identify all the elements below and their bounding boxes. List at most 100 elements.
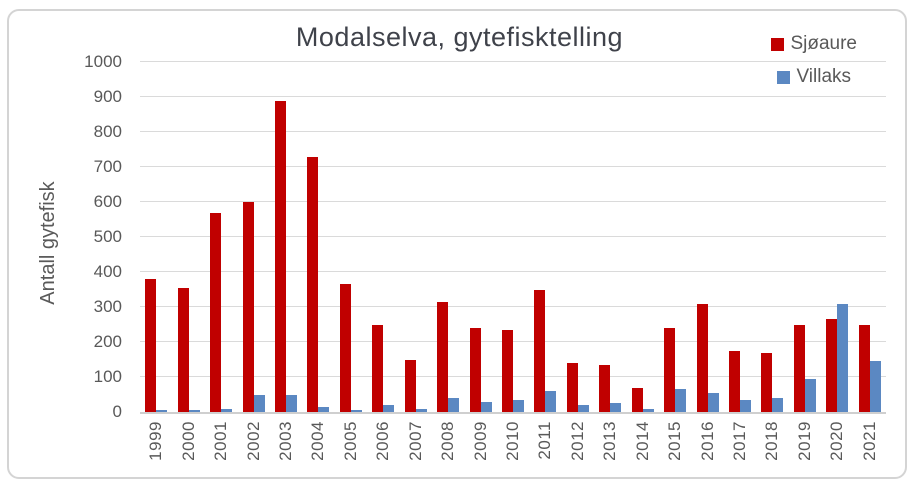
bar-group-2016: 2016: [691, 62, 723, 461]
x-tick-2008: 2008: [438, 421, 458, 461]
gridline-100: [140, 376, 886, 377]
bar-group-2006: 2006: [367, 62, 399, 461]
legend-item-villaks: Villaks: [777, 66, 851, 88]
bar-pair-2018: [756, 62, 788, 412]
bar-pair-2020: [821, 62, 853, 412]
bar-villaks-2021: [869, 361, 881, 412]
y-tick-label-600: 600: [93, 192, 122, 211]
bar-villaks-2012: [577, 405, 589, 412]
bar-sjoaure-2009: [469, 328, 481, 412]
bar-group-2013: 2013: [594, 62, 626, 461]
bar-pair-2006: [367, 62, 399, 412]
bar-sjoaure-2016: [696, 303, 708, 412]
y-tick-label-400: 400: [93, 262, 122, 281]
legend-swatch-sjoaure: [771, 37, 785, 51]
bar-villaks-2000: [188, 410, 200, 412]
x-tick-2007: 2007: [405, 421, 425, 461]
bar-pair-2012: [562, 62, 594, 412]
bar-villaks-2004: [318, 406, 330, 412]
gridline-600: [140, 201, 886, 202]
bar-villaks-2017: [740, 399, 752, 412]
bar-sjoaure-2004: [307, 156, 319, 412]
bar-pair-1999: [140, 62, 172, 412]
bar-group-2021: 2021: [854, 62, 886, 461]
bar-group-2015: 2015: [659, 62, 691, 461]
bar-villaks-2008: [448, 398, 460, 412]
bar-group-2017: 2017: [724, 62, 756, 461]
bar-pair-2005: [335, 62, 367, 412]
x-tick-2005: 2005: [340, 421, 360, 461]
legend-swatch-villaks: [777, 70, 791, 84]
bar-group-2001: 2001: [205, 62, 237, 461]
bar-pair-2013: [594, 62, 626, 412]
gridline-1000: [140, 61, 886, 62]
bar-villaks-2009: [480, 401, 492, 412]
bar-sjoaure-2008: [437, 301, 449, 412]
bar-sjoaure-2012: [566, 363, 578, 412]
legend-item-sjoaure: Sjøaure: [771, 33, 857, 55]
y-tick-label-100: 100: [93, 367, 122, 386]
bar-sjoaure-2002: [242, 202, 254, 412]
bar-group-2010: 2010: [497, 62, 529, 461]
bar-sjoaure-2011: [534, 289, 546, 412]
gridline-200: [140, 341, 886, 342]
x-tick-2013: 2013: [600, 421, 620, 461]
x-tick-2018: 2018: [762, 421, 782, 461]
bar-group-2019: 2019: [789, 62, 821, 461]
bar-sjoaure-2010: [501, 329, 513, 412]
bar-pair-2015: [659, 62, 691, 412]
bar-group-2012: 2012: [562, 62, 594, 461]
bar-group-2008: 2008: [432, 62, 464, 461]
x-tick-2000: 2000: [178, 421, 198, 461]
bar-sjoaure-2019: [793, 324, 805, 412]
gridline-800: [140, 131, 886, 132]
x-tick-2004: 2004: [308, 421, 328, 461]
bar-pair-2009: [464, 62, 496, 412]
bar-villaks-2014: [642, 408, 654, 412]
bar-sjoaure-1999: [145, 279, 157, 412]
bar-pair-2007: [399, 62, 431, 412]
gridline-500: [140, 236, 886, 237]
bar-group-2009: 2009: [464, 62, 496, 461]
x-tick-2017: 2017: [730, 421, 750, 461]
bar-group-2000: 2000: [172, 62, 204, 461]
bar-pair-2010: [497, 62, 529, 412]
bar-villaks-2018: [772, 398, 784, 412]
bar-sjoaure-2001: [210, 212, 222, 412]
bar-pair-2016: [691, 62, 723, 412]
gridline-300: [140, 306, 886, 307]
bar-pair-2014: [627, 62, 659, 412]
bar-group-1999: 1999: [140, 62, 172, 461]
y-axis-title: Antall gytefisk: [37, 181, 59, 305]
bar-pair-2001: [205, 62, 237, 412]
x-tick-2015: 2015: [665, 421, 685, 461]
bar-villaks-2015: [675, 389, 687, 412]
x-tick-2003: 2003: [275, 421, 295, 461]
bar-pair-2017: [724, 62, 756, 412]
bar-villaks-2020: [837, 303, 849, 412]
bar-group-2005: 2005: [335, 62, 367, 461]
bar-pair-2011: [529, 62, 561, 412]
bar-group-2002: 2002: [237, 62, 269, 461]
x-tick-2020: 2020: [827, 421, 847, 461]
y-tick-label-800: 800: [93, 122, 122, 141]
x-tick-2009: 2009: [470, 421, 490, 461]
bar-sjoaure-2015: [664, 328, 676, 412]
x-tick-2019: 2019: [794, 421, 814, 461]
bar-pair-2019: [789, 62, 821, 412]
bar-villaks-2003: [285, 394, 297, 412]
bar-pair-2021: [854, 62, 886, 412]
bar-group-2007: 2007: [399, 62, 431, 461]
x-tick-2002: 2002: [243, 421, 263, 461]
bar-villaks-2006: [383, 405, 395, 412]
x-tick-2010: 2010: [502, 421, 522, 461]
bar-villaks-2001: [221, 408, 233, 412]
legend: Sjøaure Villaks: [771, 33, 857, 88]
y-tick-label-900: 900: [93, 87, 122, 106]
chart-title: Modalselva, gytefisktelling: [295, 22, 624, 52]
bar-sjoaure-2013: [599, 364, 611, 412]
bar-group-2003: 2003: [270, 62, 302, 461]
bar-villaks-2002: [253, 394, 265, 412]
bar-group-2011: 2011: [529, 62, 561, 460]
x-tick-2006: 2006: [373, 421, 393, 461]
